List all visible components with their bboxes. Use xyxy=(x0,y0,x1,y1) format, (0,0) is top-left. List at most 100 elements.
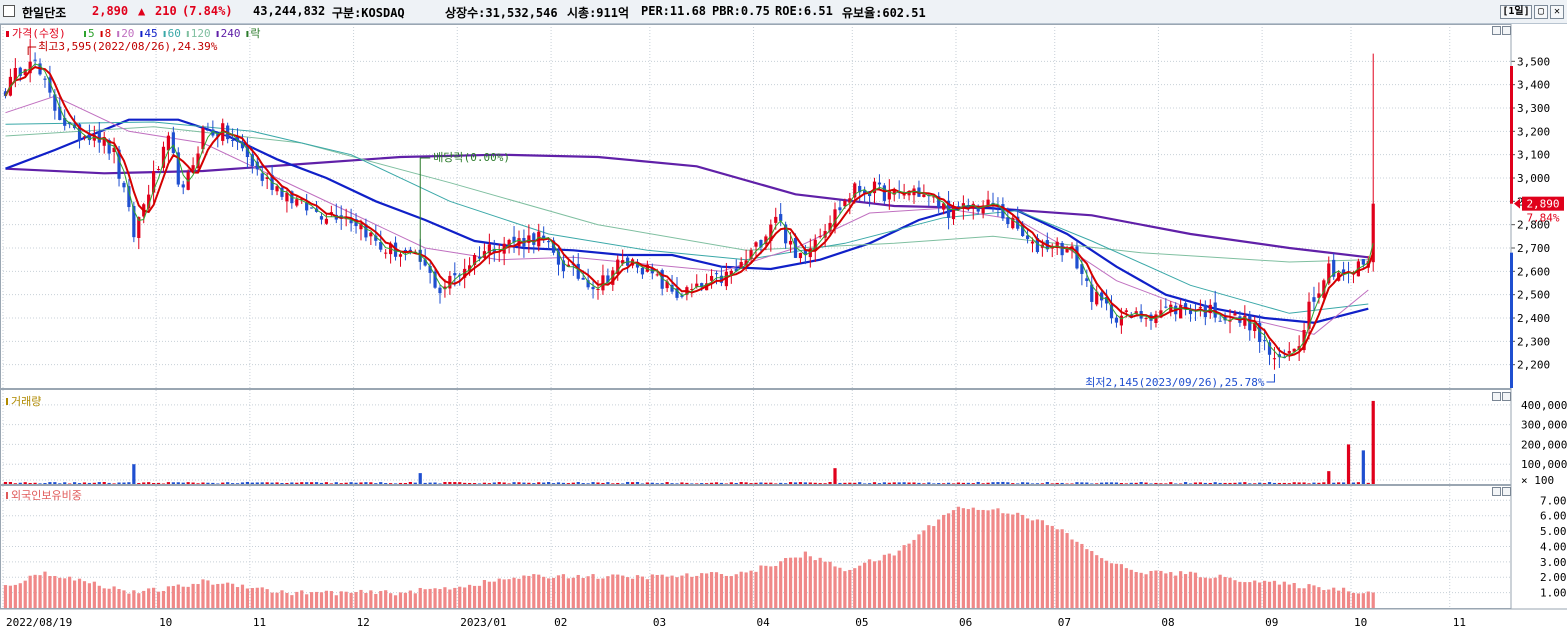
candle-body xyxy=(235,136,240,142)
foreign-bar xyxy=(132,590,136,608)
foreign-bar xyxy=(892,555,896,608)
foreign-bar xyxy=(784,557,788,608)
foreign-bar xyxy=(877,560,882,608)
foreign-bar xyxy=(1174,575,1178,608)
foreign-bar xyxy=(1198,577,1202,608)
volume-bar xyxy=(1322,482,1326,484)
close-marker-pct: 7.84% xyxy=(1526,212,1559,225)
candle-body xyxy=(739,262,743,269)
volume-bar xyxy=(1011,483,1015,485)
candle-body xyxy=(166,135,171,151)
candle-body xyxy=(729,270,733,276)
candle-body xyxy=(714,273,719,275)
volume-panel-close-icon[interactable] xyxy=(1502,392,1511,401)
volume-bar xyxy=(1183,482,1188,484)
candle-body xyxy=(359,223,363,230)
price-axis-label: 2,800 xyxy=(1517,219,1550,232)
volume-bar xyxy=(734,482,738,484)
candle-body xyxy=(132,205,136,238)
volume-bar xyxy=(487,483,491,485)
volume-bar xyxy=(28,482,32,484)
candle-body xyxy=(576,263,580,279)
foreign-bar xyxy=(482,580,487,608)
volume-bar xyxy=(843,482,847,484)
volume-bar xyxy=(468,482,472,484)
dividend-annotation-line xyxy=(419,157,431,262)
volume-bar xyxy=(764,482,768,484)
volume-bar xyxy=(1129,482,1133,484)
volume-bar xyxy=(221,482,225,484)
foreign-bar xyxy=(1045,525,1049,608)
foreign-bar xyxy=(798,557,803,608)
candle-body xyxy=(97,131,101,143)
candle-body xyxy=(1104,297,1109,304)
volume-bar xyxy=(389,483,393,485)
foreign-bar xyxy=(1218,574,1222,608)
volume-bar xyxy=(719,482,724,484)
foreign-bar xyxy=(92,581,96,608)
candle-body xyxy=(922,194,926,197)
candle-body xyxy=(532,233,536,245)
foreign-bar xyxy=(290,595,294,608)
volume-bar xyxy=(270,482,274,484)
candle-body xyxy=(1322,280,1326,298)
price-panel-close-icon[interactable] xyxy=(1502,26,1511,35)
volume-panel-maximize-icon[interactable] xyxy=(1492,392,1501,401)
foreign-bar xyxy=(971,507,975,608)
restore-icon[interactable]: ▢ xyxy=(1534,5,1548,19)
foreign-bar xyxy=(1154,570,1158,608)
volume-bar xyxy=(902,482,906,484)
foreign-panel-close-icon[interactable] xyxy=(1502,487,1511,496)
foreign-bar xyxy=(551,577,556,608)
foreign-bar xyxy=(176,584,180,608)
foreign-bar xyxy=(1258,582,1262,608)
volume-bar xyxy=(576,482,580,484)
volume-bar xyxy=(1100,482,1104,484)
foreign-bar xyxy=(803,551,807,608)
volume-bar xyxy=(551,483,556,485)
foreign-title-marker xyxy=(6,492,8,499)
foreign-bar xyxy=(764,565,768,608)
candle-body xyxy=(774,216,778,223)
candle-body xyxy=(779,214,783,221)
period-button[interactable]: [1일] xyxy=(1500,5,1532,19)
candle-body xyxy=(1060,242,1064,256)
volume-bar xyxy=(981,483,985,485)
foreign-panel-maximize-icon[interactable] xyxy=(1492,487,1501,496)
volume-bar xyxy=(13,483,17,485)
foreign-bar xyxy=(1030,520,1035,608)
select-checkbox[interactable] xyxy=(3,5,15,17)
foreign-bar xyxy=(260,587,264,608)
volume-bar xyxy=(1351,482,1356,484)
candle-body xyxy=(670,284,674,292)
foreign-bar xyxy=(660,574,664,608)
foreign-bar xyxy=(956,506,961,608)
foreign-ratio-bars xyxy=(3,506,1375,608)
foreign-bar xyxy=(675,577,679,608)
candle-body xyxy=(892,190,896,195)
volume-bar xyxy=(1055,482,1059,484)
axis-today-up-bar xyxy=(1510,66,1513,204)
volume-bar xyxy=(18,482,22,484)
foreign-bar xyxy=(670,575,674,608)
foreign-bar xyxy=(650,574,654,608)
volume-bar xyxy=(1114,482,1119,484)
x-tick-label: 03 xyxy=(653,616,666,629)
candle-body xyxy=(58,106,62,120)
candle-body xyxy=(33,59,37,61)
foreign-bar xyxy=(329,591,333,608)
volume-bar xyxy=(324,482,329,484)
price-panel-maximize-icon[interactable] xyxy=(1492,26,1501,35)
candle-body xyxy=(77,124,82,141)
foreign-bar xyxy=(3,585,8,608)
volume-bar xyxy=(542,482,546,484)
volume-bar xyxy=(1203,482,1207,484)
volume-bar xyxy=(1070,483,1074,485)
candle-body xyxy=(127,186,131,208)
foreign-bar xyxy=(1090,551,1094,608)
foreign-bar xyxy=(43,571,47,608)
close-icon[interactable]: ✕ xyxy=(1550,5,1564,19)
foreign-bar xyxy=(1085,549,1089,608)
volume-bar xyxy=(314,482,319,484)
volume-bar xyxy=(1030,483,1035,485)
